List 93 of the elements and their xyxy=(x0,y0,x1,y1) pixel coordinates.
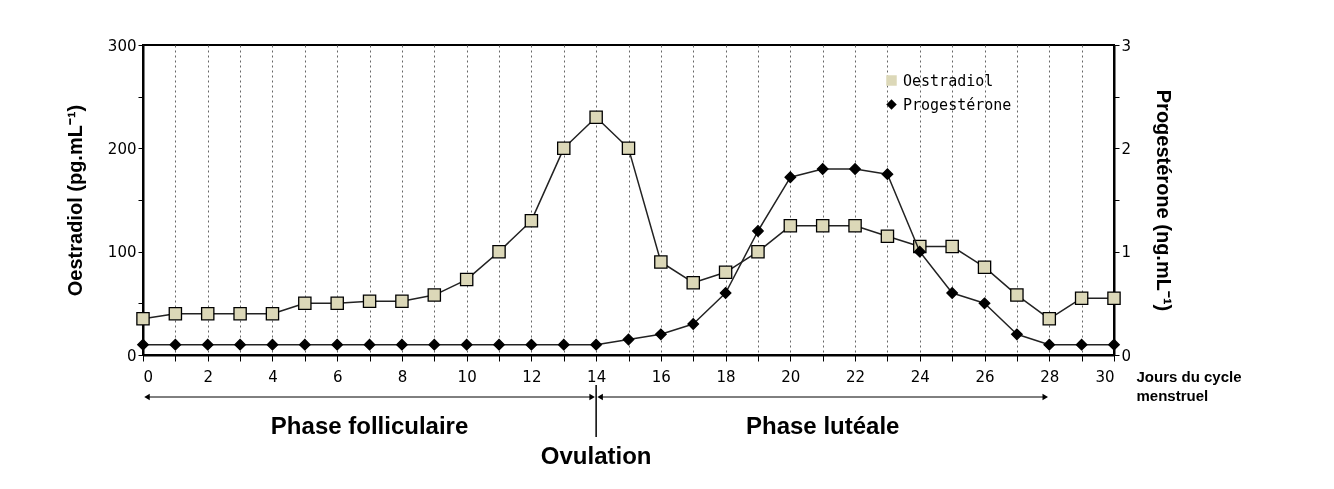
point xyxy=(816,163,829,175)
y-tick-label: 200 xyxy=(107,139,137,158)
x-tick-label: 16 xyxy=(651,367,671,386)
point xyxy=(977,260,992,274)
x-tick-label: 24 xyxy=(910,367,930,386)
x-tick-label: 26 xyxy=(975,367,995,386)
point xyxy=(1108,338,1120,351)
point xyxy=(849,163,861,175)
point xyxy=(557,338,570,351)
x-tick-label: 28 xyxy=(1040,367,1060,386)
point xyxy=(362,294,377,309)
point xyxy=(815,219,830,233)
point xyxy=(589,110,603,125)
point xyxy=(1010,288,1024,302)
text: Phase lutéale xyxy=(745,412,900,439)
point xyxy=(718,265,733,280)
point xyxy=(459,272,474,287)
text: Phase folliculaire xyxy=(270,412,469,439)
point xyxy=(266,338,279,351)
point xyxy=(395,294,409,309)
point xyxy=(1074,291,1089,305)
point xyxy=(751,244,765,259)
point xyxy=(783,219,798,233)
y2-tick-label: 1 xyxy=(1121,243,1132,262)
point xyxy=(493,338,505,351)
point xyxy=(913,245,926,258)
point xyxy=(784,171,797,184)
point xyxy=(881,168,894,181)
point xyxy=(330,296,344,311)
x-axis-title: Jours du cycle menstruel xyxy=(1136,367,1242,404)
legend-label: Progestérone xyxy=(903,95,1012,114)
point xyxy=(880,229,895,243)
text: Ovulation xyxy=(540,442,652,469)
x-tick-label: 30 xyxy=(1095,367,1115,386)
x-tick-label: 10 xyxy=(457,367,477,386)
point xyxy=(654,328,667,341)
y2-tick-label: 2 xyxy=(1121,139,1132,158)
y-tick-label: 0 xyxy=(126,346,137,365)
x-tick-label: 0 xyxy=(143,367,154,386)
legend-label: Oestradiol xyxy=(903,71,994,90)
point xyxy=(525,338,538,351)
y2-tick-label: 0 xyxy=(1121,346,1132,365)
x-tick-label: 12 xyxy=(522,367,542,386)
point xyxy=(492,244,506,259)
point xyxy=(233,306,247,321)
point xyxy=(460,338,473,351)
point xyxy=(427,288,442,302)
point xyxy=(363,338,376,351)
point xyxy=(1043,338,1056,351)
point xyxy=(686,275,701,290)
point xyxy=(168,306,183,321)
y2-axis-title: Progestérone (ng.mL⁻¹) xyxy=(1153,89,1176,312)
point xyxy=(719,287,732,299)
x-tick-label: 14 xyxy=(587,367,607,386)
point xyxy=(654,255,668,269)
x-tick-label: 20 xyxy=(781,367,801,386)
point xyxy=(946,287,959,299)
y-axis-title: Oestradiol (pg.mL⁻¹) xyxy=(63,104,86,297)
point xyxy=(298,296,312,311)
point xyxy=(265,306,280,321)
x-tick-label: 4 xyxy=(268,367,278,386)
point xyxy=(622,333,635,346)
point xyxy=(428,338,441,351)
point xyxy=(687,318,700,330)
point xyxy=(524,213,539,228)
point xyxy=(136,312,150,326)
point xyxy=(137,338,149,351)
point xyxy=(1011,328,1023,341)
point xyxy=(848,219,862,233)
x-tick-label: 8 xyxy=(397,367,408,386)
point xyxy=(298,338,311,351)
x-tick-label: 18 xyxy=(716,367,736,386)
y-tick-label: 300 xyxy=(107,36,137,55)
point xyxy=(1042,312,1057,326)
point xyxy=(396,338,408,351)
point xyxy=(234,338,246,351)
point xyxy=(331,338,344,351)
y-tick-label: 100 xyxy=(107,243,137,262)
point xyxy=(556,141,571,156)
point xyxy=(590,338,603,351)
y2-tick-label: 3 xyxy=(1121,36,1132,55)
x-tick-label: 22 xyxy=(846,367,866,386)
x-tick-label: 6 xyxy=(332,367,343,386)
point xyxy=(200,306,215,321)
point xyxy=(752,225,764,237)
point xyxy=(1075,338,1088,351)
point xyxy=(945,239,959,254)
point xyxy=(621,141,636,156)
point xyxy=(1107,291,1121,305)
point xyxy=(201,338,214,351)
point xyxy=(169,338,182,351)
x-tick-label: 2 xyxy=(203,367,214,386)
point xyxy=(978,297,991,310)
